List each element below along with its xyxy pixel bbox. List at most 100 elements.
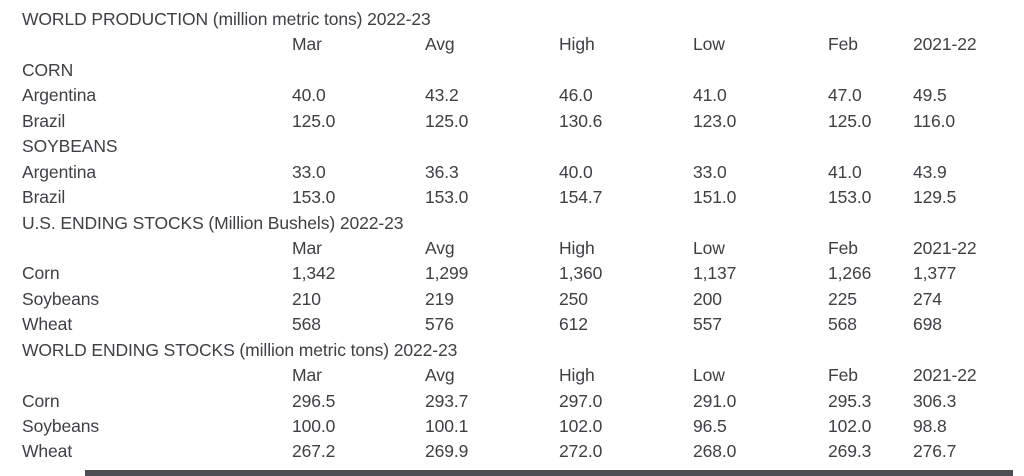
value-cell: 568 (292, 314, 321, 335)
column-header: 2021-22 (913, 34, 977, 55)
value-cell: 130.6 (559, 110, 603, 131)
value-cell: 1,377 (913, 263, 957, 284)
value-cell: 151.0 (693, 187, 737, 208)
column-header: Feb (828, 365, 858, 386)
row-label: Brazil (22, 110, 66, 131)
value-cell: 1,266 (828, 263, 872, 284)
row-label: Brazil (22, 187, 66, 208)
value-cell: 33.0 (292, 161, 326, 182)
group-label-row: CORN (22, 58, 1024, 83)
column-header: High (559, 365, 595, 386)
row-label: Wheat (22, 441, 73, 462)
column-header: Low (693, 365, 725, 386)
section-title-row: WORLD PRODUCTION (million metric tons) 2… (22, 7, 1024, 32)
cutoff-bar (85, 470, 1013, 476)
column-header-row: Mar Avg High Low Feb 2021-22 (22, 32, 1024, 57)
column-header: Feb (828, 34, 858, 55)
value-cell: 100.0 (292, 416, 336, 436)
value-cell: 36.3 (425, 161, 459, 182)
value-cell: 102.0 (559, 416, 603, 436)
group-label: CORN (22, 59, 74, 80)
value-cell: 272.0 (559, 441, 603, 462)
table-row: Soybeans 100.0 100.1 102.0 96.5 102.0 98.8 (22, 414, 1024, 439)
row-label: Wheat (22, 314, 73, 335)
value-cell: 47.0 (828, 85, 862, 106)
column-header: Avg (425, 237, 455, 258)
value-cell: 296.5 (292, 390, 336, 411)
table-row: Soybeans 210 219 250 200 225 274 (22, 287, 1024, 312)
value-cell: 40.0 (559, 161, 593, 182)
value-cell: 46.0 (559, 85, 593, 106)
table-row: Brazil 125.0 125.0 130.6 123.0 125.0 116.0 (22, 109, 1024, 134)
value-cell: 153.0 (828, 187, 872, 208)
table-row: Argentina 40.0 43.2 46.0 41.0 47.0 49.5 (22, 83, 1024, 108)
value-cell: 153.0 (425, 187, 469, 208)
value-cell: 125.0 (828, 110, 872, 131)
value-cell: 612 (559, 314, 588, 335)
value-cell: 200 (693, 288, 722, 309)
section-title: WORLD PRODUCTION (million metric tons) 2… (22, 9, 431, 29)
value-cell: 297.0 (559, 390, 603, 411)
section-title: WORLD ENDING STOCKS (million metric tons… (22, 339, 458, 360)
value-cell: 267.2 (292, 441, 336, 462)
table-row: Corn 296.5 293.7 297.0 291.0 295.3 306.3 (22, 389, 1024, 414)
value-cell: 250 (559, 288, 588, 309)
column-header: Mar (292, 34, 322, 55)
value-cell: 225 (828, 288, 857, 309)
section-title-row: U.S. ENDING STOCKS (Million Bushels) 202… (22, 211, 1024, 236)
value-cell: 43.2 (425, 85, 459, 106)
value-cell: 1,360 (559, 263, 603, 284)
value-cell: 1,299 (425, 263, 469, 284)
column-header: Avg (425, 365, 455, 386)
value-cell: 576 (425, 314, 454, 335)
column-header: High (559, 34, 595, 55)
column-header: High (559, 237, 595, 258)
commodity-table: WORLD PRODUCTION (million metric tons) 2… (22, 7, 1024, 465)
column-header: Low (693, 34, 725, 55)
value-cell: 116.0 (913, 110, 955, 131)
column-header: 2021-22 (913, 365, 977, 386)
table-row: Wheat 267.2 269.9 272.0 268.0 269.3 276.7 (22, 439, 1024, 464)
value-cell: 154.7 (559, 187, 603, 208)
value-cell: 41.0 (693, 85, 727, 106)
section-title-row: WORLD ENDING STOCKS (million metric tons… (22, 338, 1024, 363)
column-header: 2021-22 (913, 237, 977, 258)
value-cell: 1,137 (693, 263, 737, 284)
value-cell: 40.0 (292, 85, 326, 106)
value-cell: 125.0 (292, 110, 336, 131)
value-cell: 295.3 (828, 390, 872, 411)
table-row: Wheat 568 576 612 557 568 698 (22, 312, 1024, 337)
row-label: Soybeans (22, 288, 100, 309)
value-cell: 219 (425, 288, 454, 309)
row-label: Argentina (22, 161, 97, 182)
value-cell: 129.5 (913, 187, 957, 208)
column-header: Feb (828, 237, 858, 258)
value-cell: 100.1 (425, 416, 469, 436)
value-cell: 291.0 (693, 390, 737, 411)
value-cell: 33.0 (693, 161, 727, 182)
value-cell: 123.0 (693, 110, 737, 131)
column-header: Avg (425, 34, 455, 55)
row-label: Corn (22, 263, 60, 284)
value-cell: 49.5 (913, 85, 947, 106)
value-cell: 96.5 (693, 416, 727, 436)
column-header: Mar (292, 237, 322, 258)
value-cell: 293.7 (425, 390, 469, 411)
column-header: Low (693, 237, 725, 258)
value-cell: 153.0 (292, 187, 336, 208)
value-cell: 125.0 (425, 110, 469, 131)
value-cell: 568 (828, 314, 857, 335)
value-cell: 1,342 (292, 263, 336, 284)
value-cell: 43.9 (913, 161, 947, 182)
value-cell: 41.0 (828, 161, 862, 182)
value-cell: 698 (913, 314, 942, 335)
group-label: SOYBEANS (22, 136, 118, 157)
table-row: Brazil 153.0 153.0 154.7 151.0 153.0 129.5 (22, 185, 1024, 210)
value-cell: 269.9 (425, 441, 469, 462)
value-cell: 98.8 (913, 416, 947, 436)
column-header-row: Mar Avg High Low Feb 2021-22 (22, 363, 1024, 388)
table-row: Argentina 33.0 36.3 40.0 33.0 41.0 43.9 (22, 160, 1024, 185)
value-cell: 306.3 (913, 390, 957, 411)
row-label: Argentina (22, 85, 97, 106)
